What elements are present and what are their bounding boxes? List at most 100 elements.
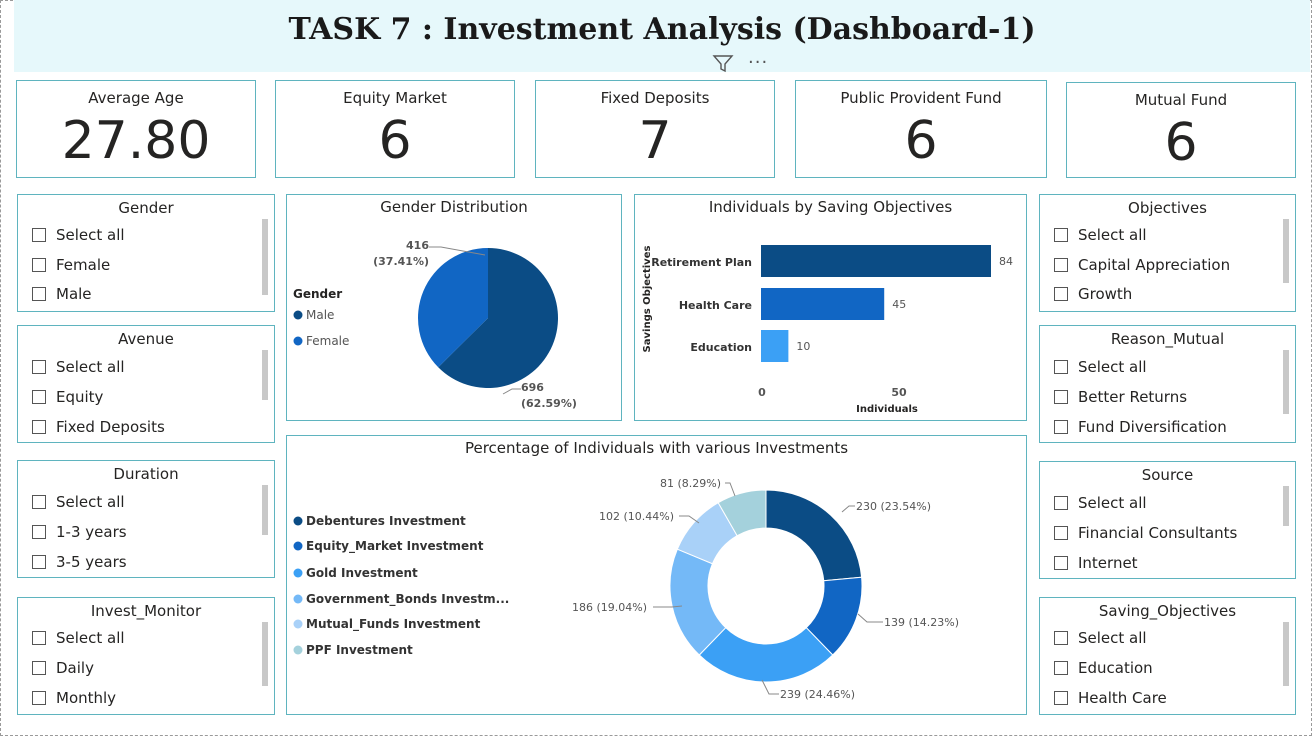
kpi-card-average-age: Average Age 27.80 <box>16 80 256 178</box>
slicer-option[interactable]: Select all <box>32 492 125 512</box>
checkbox[interactable] <box>32 555 46 569</box>
option-label: Select all <box>56 629 125 647</box>
checkbox[interactable] <box>32 525 46 539</box>
slicer-option[interactable]: Better Returns <box>1054 387 1187 407</box>
checkbox[interactable] <box>1054 287 1068 301</box>
slicer-option[interactable]: Select all <box>32 628 125 648</box>
slicer-option[interactable]: Health Care <box>1054 688 1167 708</box>
option-label: Select all <box>1078 358 1147 376</box>
slicer-option[interactable]: Select all <box>32 357 125 377</box>
checkbox[interactable] <box>1054 496 1068 510</box>
checkbox[interactable] <box>32 360 46 374</box>
legend-label[interactable]: Equity_Market Investment <box>306 539 484 554</box>
checkbox[interactable] <box>32 287 46 301</box>
bar-retirement-plan[interactable] <box>761 245 991 277</box>
x-tick-label: 0 <box>758 386 766 399</box>
slicer-option[interactable]: Fixed Deposits <box>32 417 165 437</box>
slicer-title: Saving_Objectives <box>1098 602 1237 620</box>
scrollbar[interactable] <box>262 485 268 535</box>
slicer-option[interactable]: Capital Appreciation <box>1054 255 1230 275</box>
slicer-option[interactable]: Select all <box>1054 493 1147 513</box>
slicer-option[interactable]: Male <box>32 284 92 304</box>
slicer-option[interactable]: Monthly <box>32 688 116 708</box>
checkbox[interactable] <box>1054 390 1068 404</box>
checkbox[interactable] <box>32 631 46 645</box>
legend-marker <box>293 594 303 604</box>
pie-slice-female[interactable] <box>418 248 488 368</box>
scrollbar[interactable] <box>1283 486 1289 526</box>
checkbox[interactable] <box>1054 360 1068 374</box>
checkbox[interactable] <box>1054 258 1068 272</box>
legend-label[interactable]: Government_Bonds Investm... <box>306 592 509 607</box>
legend-label[interactable]: Female <box>306 334 349 348</box>
option-label: Better Returns <box>1078 388 1188 406</box>
checkbox[interactable] <box>1054 556 1068 570</box>
donut-slice-debentures[interactable] <box>765 489 863 582</box>
legend-marker <box>293 541 303 551</box>
kpi-label: Average Age <box>88 89 184 107</box>
slicer-option[interactable]: Female <box>32 255 110 275</box>
option-label: Equity <box>56 388 104 406</box>
bar-education[interactable] <box>761 330 789 362</box>
y-axis-title: Savings Objectives <box>642 246 653 353</box>
more-options-icon[interactable]: ··· <box>748 52 769 73</box>
option-label: Male <box>56 285 92 303</box>
scrollbar[interactable] <box>262 219 268 295</box>
x-tick-label: 50 <box>891 386 907 399</box>
scrollbar[interactable] <box>1283 350 1289 414</box>
checkbox[interactable] <box>1054 228 1068 242</box>
slicer-option[interactable]: Select all <box>1054 225 1147 245</box>
data-label: 102 (10.44%) <box>599 510 674 523</box>
checkbox[interactable] <box>1054 631 1068 645</box>
kpi-label: Fixed Deposits <box>600 89 710 107</box>
slicer-option[interactable]: Growth <box>1054 284 1132 304</box>
data-label-value: 416 <box>406 239 429 252</box>
slicer-option[interactable]: Select all <box>32 225 125 245</box>
checkbox[interactable] <box>32 258 46 272</box>
option-label: Capital Appreciation <box>1078 256 1231 274</box>
legend-label[interactable]: Mutual_Funds Investment <box>306 617 481 632</box>
checkbox[interactable] <box>32 420 46 434</box>
data-label-percent: (62.59%) <box>521 397 577 410</box>
legend-label[interactable]: Gold Investment <box>306 566 418 580</box>
checkbox[interactable] <box>32 228 46 242</box>
option-label: Health Care <box>1078 689 1167 707</box>
scrollbar[interactable] <box>1283 622 1289 686</box>
checkbox[interactable] <box>32 661 46 675</box>
slicer-option[interactable]: Education <box>1054 658 1153 678</box>
scrollbar[interactable] <box>1283 219 1289 283</box>
slicer-option[interactable]: Internet <box>1054 553 1138 573</box>
legend-label[interactable]: Male <box>306 308 334 322</box>
option-label: Education <box>1078 659 1153 677</box>
checkbox[interactable] <box>32 495 46 509</box>
scrollbar[interactable] <box>262 350 268 400</box>
legend-label[interactable]: PPF Investment <box>306 643 413 657</box>
slicer-option[interactable]: 1-3 years <box>32 522 127 542</box>
kpi-card-equity-market: Equity Market 6 <box>275 80 515 178</box>
filter-icon[interactable] <box>712 54 734 78</box>
slicer-title: Objectives <box>1128 199 1207 217</box>
bar-health-care[interactable] <box>761 288 885 320</box>
donut-slice-gold[interactable] <box>698 626 834 683</box>
donut-slice-ppf[interactable] <box>717 489 767 537</box>
slicer-option[interactable]: Fund Diversification <box>1054 417 1227 437</box>
slicer-option[interactable]: Equity <box>32 387 103 407</box>
checkbox[interactable] <box>1054 661 1068 675</box>
legend-label[interactable]: Debentures Investment <box>306 514 466 528</box>
checkbox[interactable] <box>32 691 46 705</box>
checkbox[interactable] <box>1054 526 1068 540</box>
checkbox[interactable] <box>1054 420 1068 434</box>
saving-objectives-visual: Individuals by Saving Objectives Savings… <box>634 194 1027 421</box>
slicer-reason-mutual: Reason_Mutual Select all Better Returns … <box>1039 325 1296 443</box>
slicer-option[interactable]: Daily <box>32 658 94 678</box>
checkbox[interactable] <box>1054 691 1068 705</box>
slicer-option[interactable]: Financial Consultants <box>1054 523 1237 543</box>
scrollbar[interactable] <box>262 622 268 686</box>
data-label: 139 (14.23%) <box>884 616 959 629</box>
slicer-option[interactable]: Select all <box>1054 357 1147 377</box>
slicer-option[interactable]: Select all <box>1054 628 1147 648</box>
y-tick-label: Health Care <box>679 299 752 312</box>
slicer-option[interactable]: 3-5 years <box>32 552 127 572</box>
pie-slice-male[interactable] <box>438 248 558 388</box>
checkbox[interactable] <box>32 390 46 404</box>
